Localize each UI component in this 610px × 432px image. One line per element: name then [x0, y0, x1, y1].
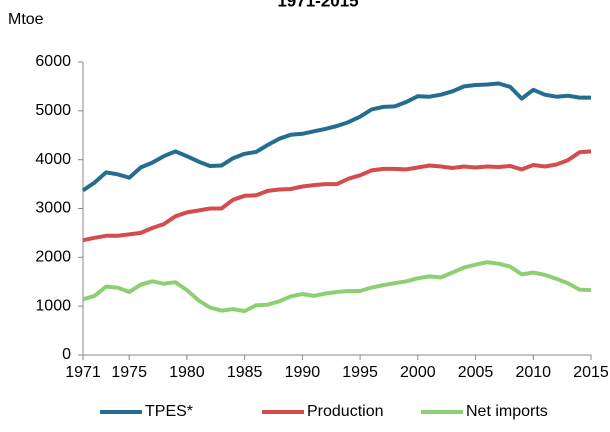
x-tick-label: 1975: [111, 364, 147, 381]
y-tick-label: 5000: [35, 102, 71, 119]
legend-label: Net imports: [466, 403, 548, 420]
y-axis-label: Mtoe: [8, 11, 44, 28]
x-tick-label: 2000: [400, 364, 436, 381]
x-tick-label: 2015: [573, 364, 609, 381]
line-series: [82, 260, 592, 314]
x-tick-label: 1971: [65, 364, 101, 381]
x-tick-label: 1990: [285, 364, 321, 381]
line-series: [81, 81, 591, 193]
y-tick-label: 0: [62, 346, 71, 363]
y-tick-label: 4000: [35, 151, 71, 168]
x-tick-label: 2010: [515, 364, 551, 381]
x-tick-label: 2005: [458, 364, 494, 381]
y-tick-label: 1000: [35, 297, 71, 314]
y-tick-label: 2000: [35, 249, 71, 266]
legend-label: TPES*: [145, 403, 193, 420]
chart-title: 1971-2015: [277, 0, 358, 10]
y-tick-label: 6000: [35, 53, 71, 70]
x-tick-label: 1985: [227, 364, 263, 381]
line-series: [82, 149, 592, 243]
y-tick-label: 3000: [35, 200, 71, 217]
legend-label: Production: [307, 403, 384, 420]
x-tick-label: 1995: [342, 364, 378, 381]
x-tick-label: 1980: [169, 364, 205, 381]
